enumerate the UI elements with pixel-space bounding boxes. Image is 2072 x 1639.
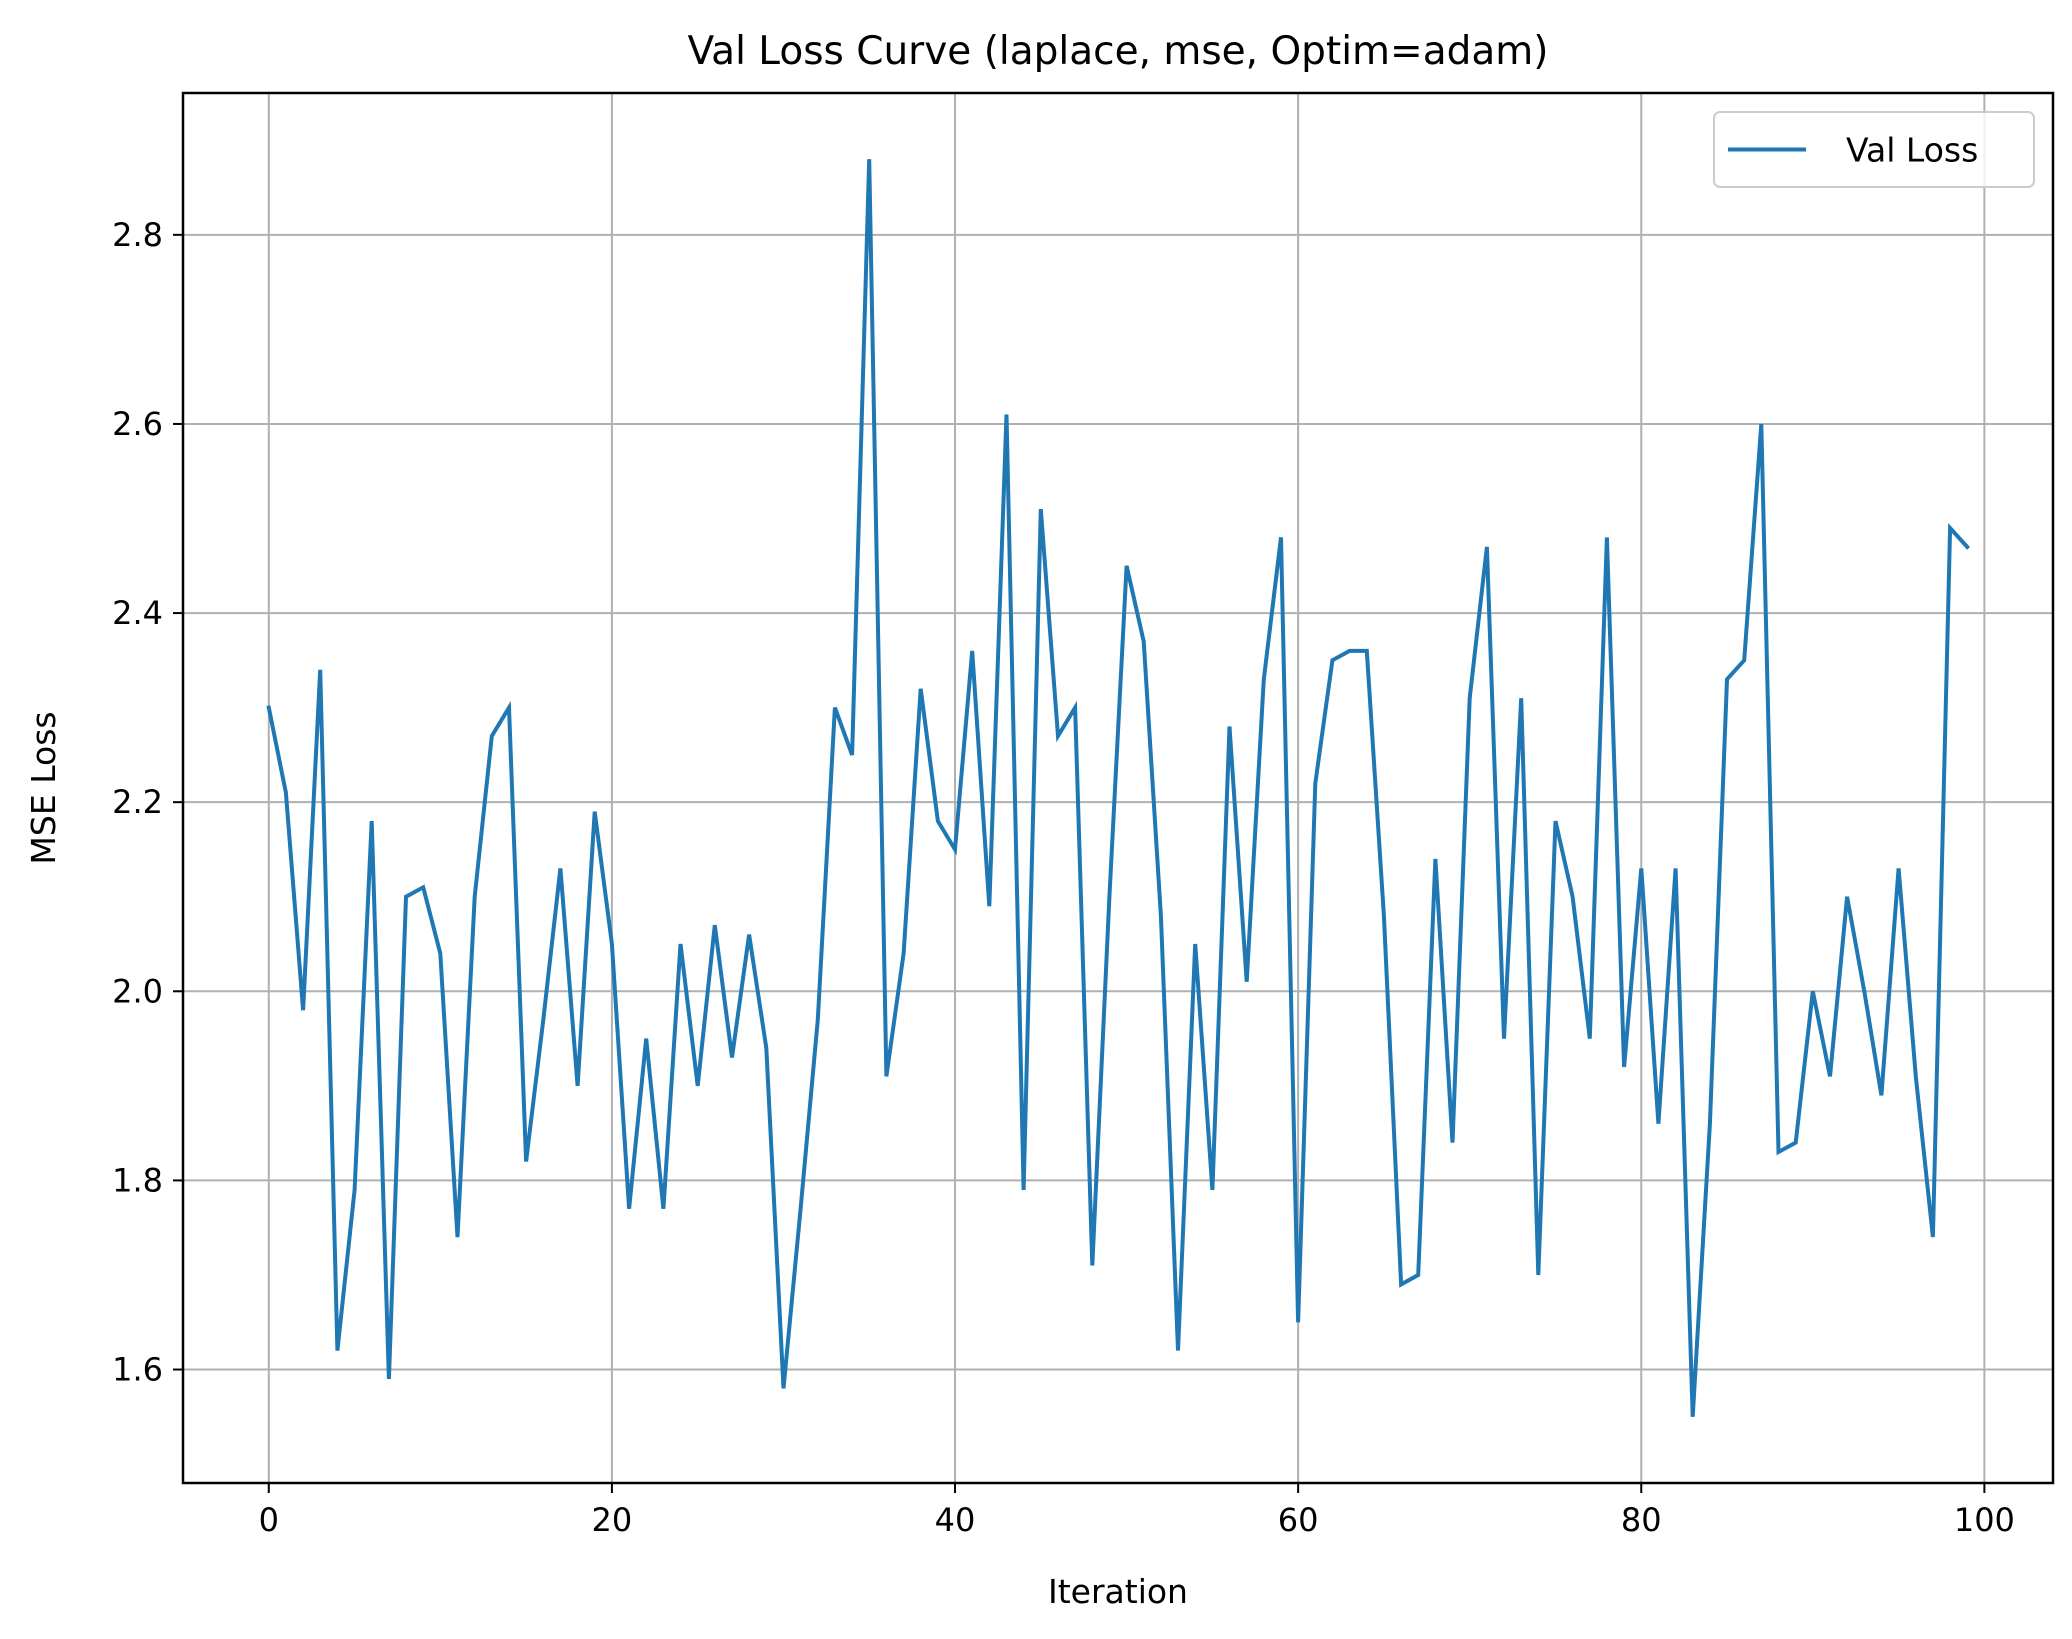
x-tick-label: 60 <box>1278 1501 1319 1539</box>
x-tick-label: 20 <box>592 1501 633 1539</box>
x-axis-label: Iteration <box>1048 1572 1188 1611</box>
chart-title: Val Loss Curve (laplace, mse, Optim=adam… <box>688 29 1549 74</box>
ticks: 0 20 40 60 80 100 1.6 1.8 2.0 2.2 2.4 2.6 2.8 <box>112 216 2015 1539</box>
series-layer <box>266 159 1971 1417</box>
y-tick-label: 1.6 <box>112 1351 163 1389</box>
x-tick-label: 0 <box>259 1501 279 1539</box>
grid <box>183 93 2053 1483</box>
x-tick-label: 40 <box>935 1501 976 1539</box>
series-line-val-loss <box>266 159 1971 1417</box>
x-tick-label: 100 <box>1954 1501 2015 1539</box>
legend-box <box>1713 111 2035 188</box>
y-tick-label: 2.2 <box>112 783 163 821</box>
y-axis-label: MSE Loss <box>24 711 63 864</box>
y-tick-label: 1.8 <box>112 1161 163 1199</box>
legend: Val Loss <box>1713 111 2035 188</box>
plot-frame <box>181 91 2055 1485</box>
x-tick-label: 80 <box>1621 1501 1662 1539</box>
y-tick-label: 2.6 <box>112 405 163 443</box>
y-tick-label: 2.0 <box>112 972 163 1010</box>
legend-label-val-loss: Val Loss <box>1846 131 1978 170</box>
y-tick-label: 2.4 <box>112 594 163 632</box>
y-tick-label: 2.8 <box>112 216 163 254</box>
